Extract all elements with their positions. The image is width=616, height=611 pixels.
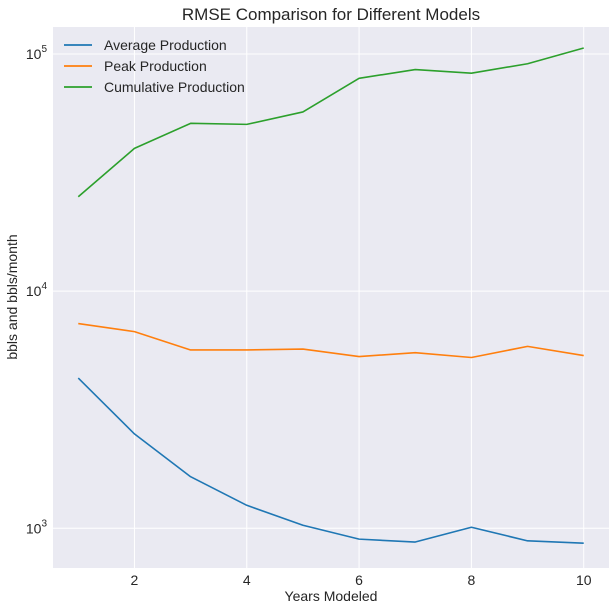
legend-label: Average Production	[104, 37, 227, 53]
y-ticks: 103 104 105	[26, 44, 48, 536]
x-tick-label: 2	[131, 572, 139, 588]
y-tick-label: 105	[26, 44, 48, 62]
plot-background	[53, 27, 609, 568]
x-ticks: 2 4 6 8 10	[131, 572, 592, 588]
series-line-peak-production	[78, 322, 584, 359]
y-tick-label: 104	[26, 281, 48, 299]
y-axis-label: bbls and bbls/month	[4, 234, 20, 359]
x-tick-label: 8	[468, 572, 476, 588]
series-line-cumulative-production	[77, 47, 584, 198]
series-lines	[77, 47, 584, 545]
x-tick-label: 10	[576, 572, 592, 588]
legend-label: Cumulative Production	[104, 79, 245, 95]
series-line-average-production	[77, 377, 584, 545]
x-tick-label: 4	[243, 572, 251, 588]
legend: Average Production Peak Production Cumulat…	[64, 37, 245, 95]
legend-label: Peak Production	[104, 58, 207, 74]
y-tick-label: 103	[26, 518, 48, 536]
x-axis-label: Years Modeled	[285, 588, 378, 604]
x-tick-label: 6	[355, 572, 363, 588]
chart-title: RMSE Comparison for Different Models	[182, 5, 480, 24]
grid	[53, 27, 609, 568]
